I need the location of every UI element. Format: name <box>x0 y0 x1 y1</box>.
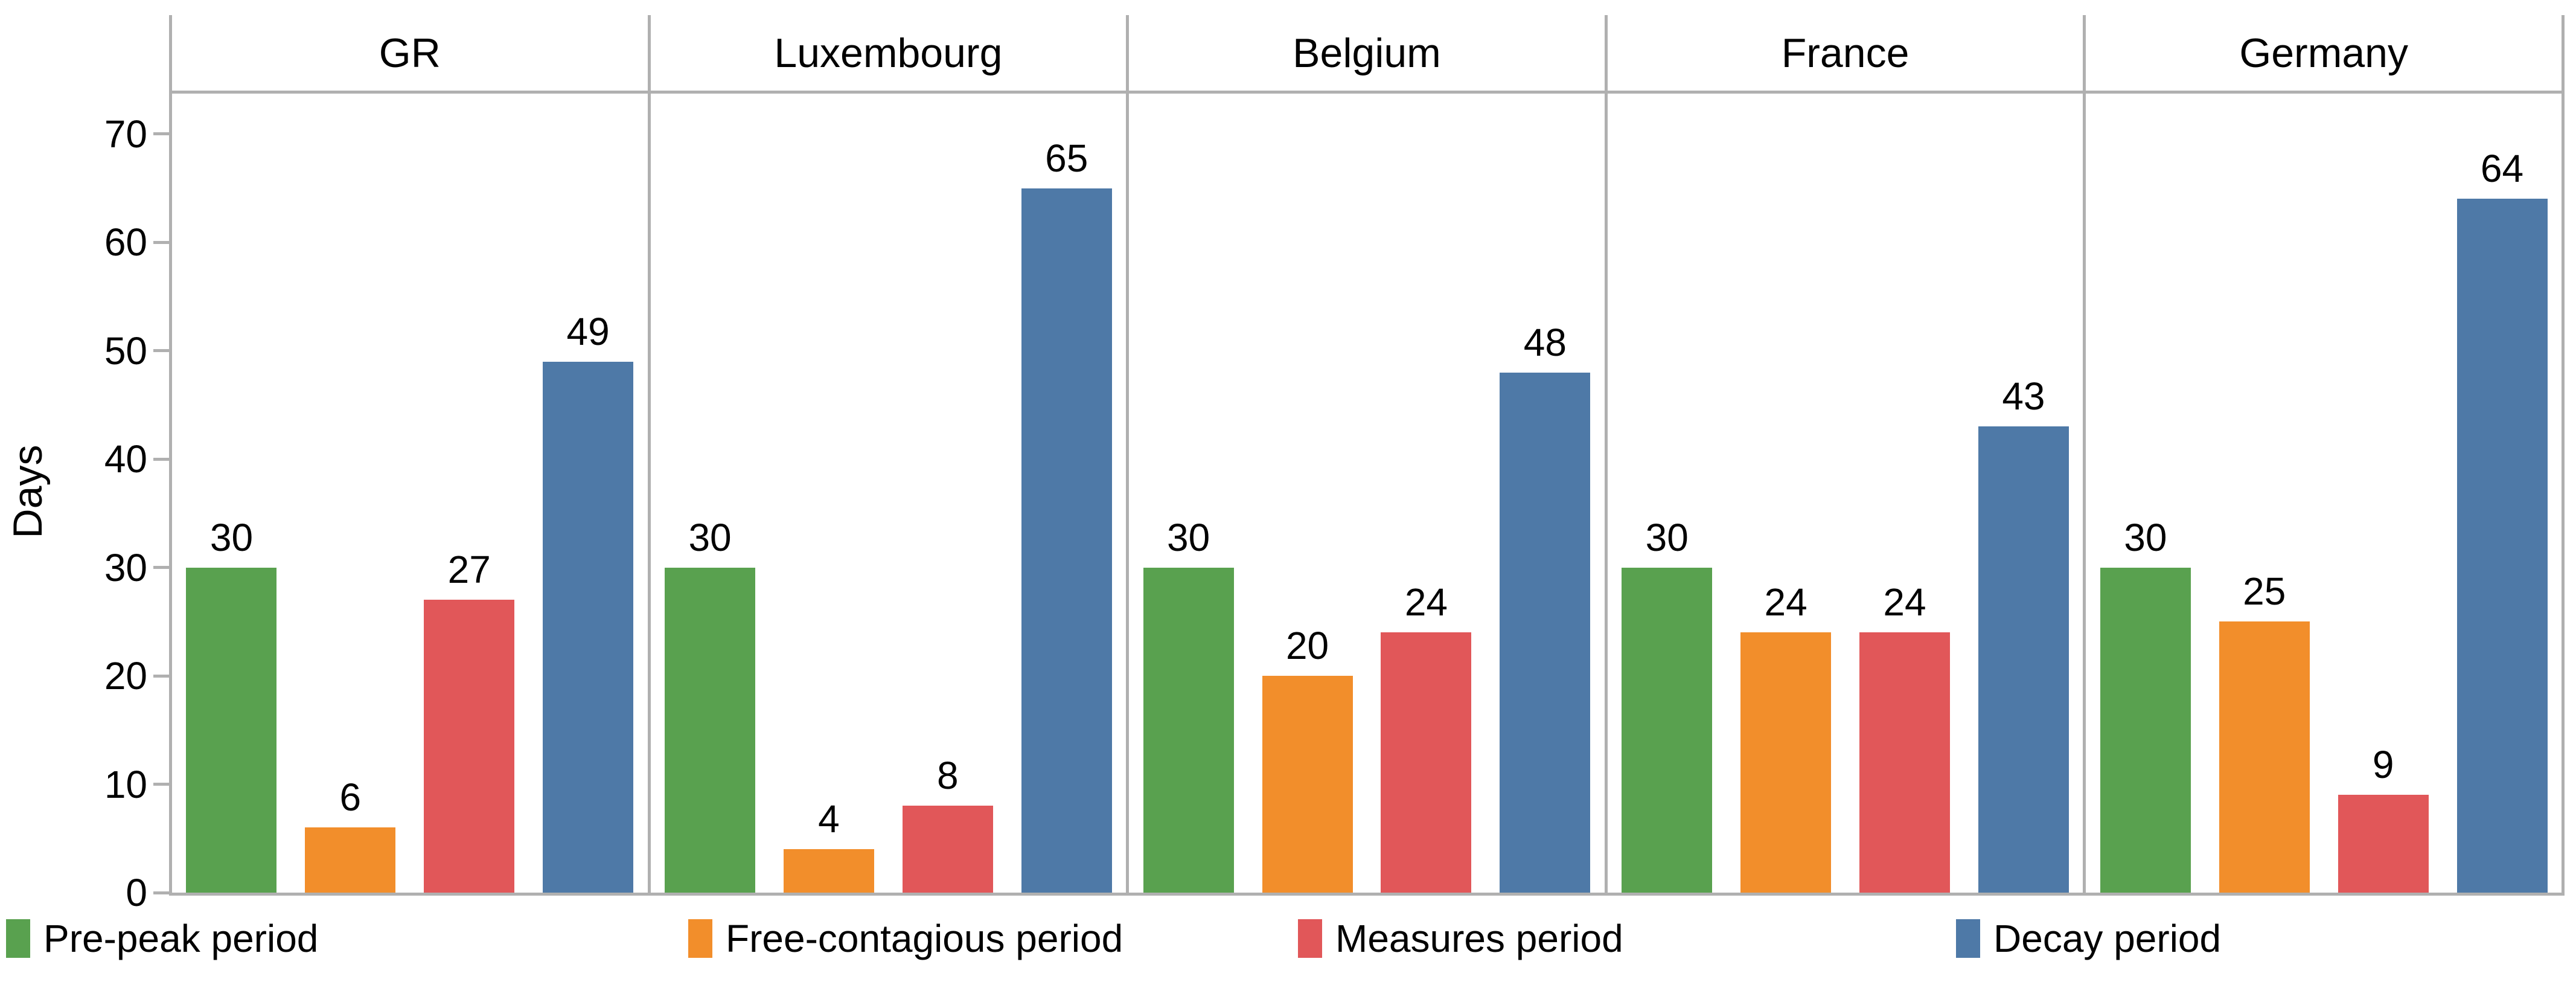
y-tick-mark <box>153 457 169 461</box>
y-tick-mark <box>153 566 169 570</box>
panel: GR 30 6 27 49 <box>172 15 651 893</box>
y-tick-label: 30 <box>104 545 147 589</box>
plot-panels: GR 30 6 27 49 Luxembourg 30 4 8 65 Belgium 30 20 24 48… <box>172 15 2562 893</box>
bar-value-label: 48 <box>1523 321 1567 364</box>
bar <box>1859 632 1951 893</box>
bar-value-label: 20 <box>1285 624 1329 667</box>
bar-value-label: 24 <box>1883 580 1926 624</box>
panel-body: 30 4 8 65 <box>651 91 1127 893</box>
panel: France 30 24 24 43 <box>1608 15 2086 893</box>
y-tick-label: 50 <box>104 329 147 373</box>
bar-value-label: 25 <box>2243 570 2286 613</box>
panel-header: Germany <box>2239 30 2408 76</box>
panel-header: France <box>1781 30 1910 76</box>
y-tick-mark <box>153 132 169 136</box>
panel: Germany 30 25 9 64 <box>2086 15 2562 893</box>
legend-label: Free-contagious period <box>726 917 1123 960</box>
y-tick-mark <box>153 240 169 244</box>
bar <box>902 806 993 893</box>
panel-header: Luxembourg <box>774 30 1003 76</box>
bar-value-label: 4 <box>818 797 840 841</box>
legend-swatch <box>688 919 712 958</box>
panel-header: Belgium <box>1293 30 1441 76</box>
plot-area: GR 30 6 27 49 Luxembourg 30 4 8 65 Belgium 30 20 24 48… <box>169 15 2565 896</box>
bar <box>783 849 874 893</box>
panel-body: 30 6 27 49 <box>172 91 648 893</box>
panel: Luxembourg 30 4 8 65 <box>651 15 1130 893</box>
y-tick-label: 60 <box>104 220 147 265</box>
legend-item: Free-contagious period <box>688 919 1123 958</box>
bar <box>2338 795 2429 893</box>
panel-body: 30 24 24 43 <box>1608 91 2083 893</box>
bar <box>1740 632 1832 893</box>
bar <box>2219 621 2310 893</box>
bar-value-label: 9 <box>2372 743 2394 786</box>
y-tick-mark <box>153 674 169 678</box>
y-tick-label: 10 <box>104 762 147 806</box>
bar-value-label: 27 <box>447 548 491 591</box>
bar <box>424 600 515 893</box>
legend-label: Decay period <box>1993 917 2222 960</box>
header-separator-line <box>172 91 2562 94</box>
panel-body: 30 25 9 64 <box>2086 91 2562 893</box>
bar-value-label: 30 <box>1645 516 1689 559</box>
y-tick-label: 20 <box>104 654 147 698</box>
bar <box>2456 199 2548 893</box>
bar <box>1978 426 2069 893</box>
y-tick-mark <box>153 891 169 894</box>
bar-value-label: 24 <box>1764 580 1807 624</box>
bar <box>186 568 277 893</box>
bar-value-label: 24 <box>1404 580 1448 624</box>
bar-value-label: 49 <box>566 310 610 353</box>
bar-value-label: 30 <box>209 516 254 559</box>
y-tick-label: 40 <box>104 437 147 481</box>
legend-swatch <box>1956 919 1980 958</box>
bar-value-label: 30 <box>2124 516 2167 559</box>
bar <box>1381 632 1472 893</box>
y-tick-label: 70 <box>104 112 147 156</box>
bar <box>1500 373 1591 893</box>
bar <box>305 827 396 893</box>
panel-header: GR <box>379 30 441 76</box>
y-tick-label: 0 <box>126 871 147 914</box>
legend-swatch <box>6 919 30 958</box>
legend-label: Pre-peak period <box>43 917 319 960</box>
bar-value-label: 30 <box>688 516 732 559</box>
bar <box>665 568 756 893</box>
bar-value-label: 64 <box>2480 147 2524 190</box>
bar-value-label: 43 <box>2002 374 2045 418</box>
bar <box>543 362 634 893</box>
bar-value-label: 6 <box>339 775 362 819</box>
bar-value-label: 8 <box>937 754 959 797</box>
bar <box>1262 676 1353 893</box>
bar-value-label: 65 <box>1045 136 1088 180</box>
bar <box>2100 568 2191 893</box>
legend-item: Pre-peak period <box>6 919 318 958</box>
panel-body: 30 20 24 48 <box>1129 91 1605 893</box>
legend-label: Measures period <box>1335 917 1623 960</box>
y-tick-mark <box>153 783 169 786</box>
bar <box>1021 188 1112 893</box>
bar <box>1622 568 1713 893</box>
legend-item: Decay period <box>1956 919 2221 958</box>
bar <box>1143 568 1234 893</box>
legend-item: Measures period <box>1298 919 1623 958</box>
panel: Belgium 30 20 24 48 <box>1129 15 1608 893</box>
y-tick-mark <box>153 349 169 353</box>
bar-value-label: 30 <box>1167 516 1210 559</box>
legend-swatch <box>1298 919 1322 958</box>
